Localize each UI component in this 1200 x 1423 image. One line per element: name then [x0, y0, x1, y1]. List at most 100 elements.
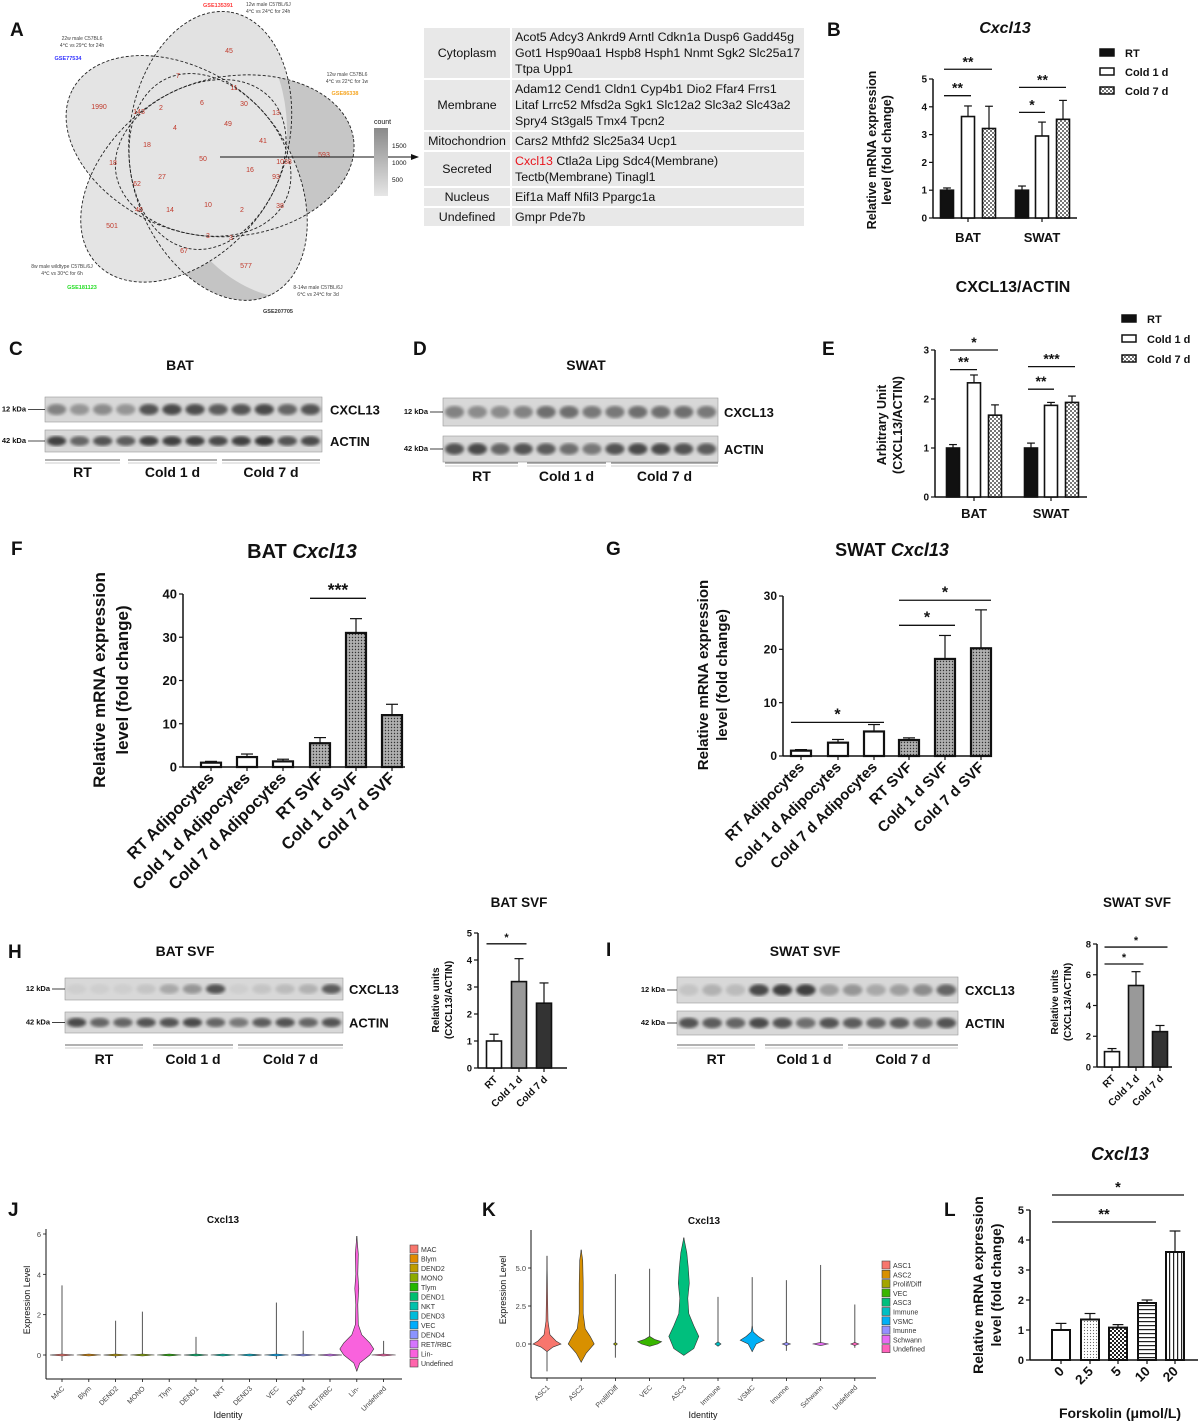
x-axis-label: Forskolin (μmol/L) — [1059, 1405, 1181, 1421]
bar — [969, 647, 993, 758]
venn-count: 1038 — [276, 159, 292, 166]
legend-label: DEND2 — [421, 1266, 445, 1273]
molecular-weight-marker: 12 kDa — [404, 407, 429, 416]
bar — [235, 755, 259, 769]
blot-band — [277, 436, 298, 446]
venn-set-description: 6℃ vs 24℃ for 3d — [297, 292, 339, 298]
venn-count: 45 — [225, 48, 233, 55]
band-label: ACTIN — [349, 1016, 389, 1031]
bar — [199, 761, 223, 769]
group-label: Cold 7 d — [637, 468, 692, 484]
chart-title: Cxcl13 — [688, 1216, 721, 1227]
molecular-weight-marker: 42 kDa — [404, 444, 429, 453]
bar — [826, 741, 850, 758]
western-blot-d: SWAT CXCL13 12 kDa ACTIN 42 kDa RT Cold 1 d Col… — [404, 357, 774, 484]
y-tick-label: 2 — [1086, 1032, 1091, 1043]
venn-set-description: 4℃ vs 30℃ for 6h — [41, 271, 83, 277]
category-cell: Secreted — [422, 150, 512, 188]
chart-title: Cxcl13 — [979, 20, 1031, 37]
count-legend-title: count — [374, 119, 391, 126]
band-label: ACTIN — [330, 434, 370, 449]
bar — [960, 115, 976, 219]
x-category-label: VEC — [266, 1385, 281, 1400]
x-category-label: VSMC — [737, 1384, 756, 1403]
significance-label: * — [1134, 935, 1139, 947]
significance-label: * — [942, 584, 949, 601]
genes-cell: Adam12 Cend1 Cldn1 Cyp4b1 Dio2 Ffar4 Frr… — [510, 78, 806, 132]
legend-swatch — [1099, 48, 1115, 57]
x-category-label: Undefined — [360, 1385, 388, 1413]
legend-swatch — [1099, 86, 1115, 95]
band-label: CXCL13 — [965, 983, 1015, 998]
blot-band — [559, 405, 579, 419]
significance-label: ** — [1037, 71, 1048, 87]
legend-swatch — [409, 1282, 419, 1292]
genes-cell: Cars2 Mthfd2 Slc25a34 Ucp1 — [510, 130, 806, 152]
significance-label: * — [1029, 96, 1035, 112]
y-tick-label: 30 — [764, 589, 778, 603]
y-tick-label: 0 — [37, 1351, 41, 1360]
x-category-label: Schwann — [800, 1384, 825, 1409]
blot-band — [275, 1017, 295, 1028]
blot-band — [229, 984, 249, 994]
legend-swatch — [1121, 314, 1137, 323]
bar-chart-g: SWAT Cxcl13 Relative mRNA expression level… — [695, 540, 993, 872]
blot-band — [139, 404, 159, 415]
y-tick-label: 10 — [764, 696, 778, 710]
x-category-label: DEND3 — [232, 1385, 254, 1407]
significance-label: * — [1115, 1180, 1121, 1196]
gene-localization-table: Cytoplasm Acot5 Adcy3 Ankrd9 Arntl Cdkn1a… — [422, 26, 806, 228]
violin-undefined — [371, 1353, 396, 1357]
group-label: RT — [73, 464, 92, 480]
significance-label: ** — [952, 80, 963, 96]
blot-band — [696, 443, 717, 455]
bar — [1127, 984, 1145, 1068]
legend-swatch — [409, 1311, 419, 1320]
x-category-label: 2.5 — [1072, 1363, 1096, 1387]
violin-mono — [130, 1353, 155, 1357]
venn-count: 577 — [240, 263, 252, 270]
bar — [966, 382, 982, 498]
blot-band — [229, 1017, 249, 1028]
blot-band — [298, 984, 318, 994]
blot-band — [275, 984, 295, 994]
blot-band — [231, 436, 251, 446]
y-tick-label: 4 — [37, 1270, 41, 1279]
y-tick-label: 20 — [163, 673, 177, 688]
blot-band — [749, 1017, 769, 1029]
venn-set-description: 12w male C57BL6 — [327, 72, 368, 78]
blot-band — [678, 1017, 699, 1029]
legend-swatch — [409, 1358, 419, 1368]
y-tick-label: 0 — [1018, 1355, 1024, 1367]
blot-title: BAT SVF — [156, 943, 215, 959]
y-axis-label: Expression Level — [498, 1256, 508, 1325]
significance-label: * — [504, 932, 509, 944]
blot-band — [139, 436, 159, 446]
blot-band — [252, 984, 272, 994]
venn-count: 10 — [204, 202, 212, 209]
blot-band — [90, 1017, 110, 1028]
venn-count: 13 — [272, 110, 280, 117]
bar — [1165, 1251, 1185, 1361]
venn-outline — [114, 74, 355, 238]
blot-strip — [442, 435, 719, 463]
genes-cell: Gmpr Pde7b — [510, 206, 806, 228]
y-tick-label: 1 — [921, 186, 927, 197]
legend-label: ASC2 — [893, 1272, 911, 1279]
blot-band — [651, 405, 671, 419]
bar — [1064, 401, 1080, 498]
bar — [1043, 404, 1059, 498]
legend-swatch — [881, 1316, 891, 1326]
bar — [945, 447, 961, 498]
table-row: Membrane Adam12 Cend1 Cldn1 Cyp4b1 Dio2 F… — [422, 78, 806, 132]
panel-letter-f: F — [11, 539, 23, 560]
y-tick-label: 8 — [1086, 939, 1091, 950]
genes-cell: Eif1a Maff Nfil3 Ppargc1a — [510, 186, 806, 208]
x-category-label: MONO — [126, 1385, 147, 1406]
blot-band — [628, 405, 648, 419]
bar — [1108, 1326, 1128, 1361]
x-category-label: BAT — [955, 230, 981, 245]
x-category-label: Prolif/Diff — [595, 1384, 620, 1409]
blot-band — [116, 436, 136, 446]
violin-asc2 — [567, 1249, 595, 1363]
